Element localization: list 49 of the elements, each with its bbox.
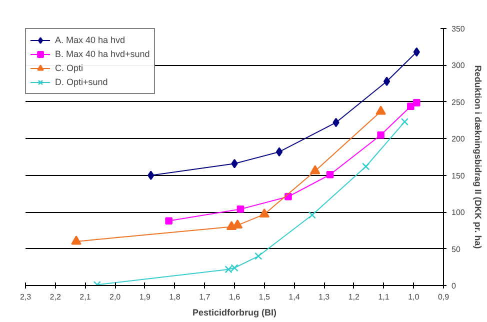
x-tick-label: 1,2	[348, 292, 360, 302]
point	[254, 252, 262, 260]
y-tick-label: 250	[452, 98, 466, 107]
x-tick-label: 1,8	[169, 292, 181, 302]
x-tick-label: 2,3	[20, 292, 32, 302]
y-tick-label: 0	[452, 282, 456, 290]
x-tick-label: 2,2	[50, 292, 62, 302]
y-tick-label: 300	[452, 61, 466, 70]
x-axis-title: Pesticidforbrug (BI)	[192, 308, 277, 318]
point	[362, 162, 370, 170]
x-tick-label: 2,0	[110, 292, 122, 302]
x-tick-label: 1,9	[139, 292, 152, 302]
point	[71, 236, 82, 245]
point	[310, 165, 320, 174]
y-tick-label: 150	[452, 171, 466, 180]
x-tick-label: 1,3	[318, 292, 330, 302]
x-tick-label: 1,6	[228, 292, 241, 302]
y-tick-label: 100	[452, 208, 466, 218]
legend-label: C. Opti	[55, 62, 84, 75]
point	[332, 118, 340, 128]
point	[400, 118, 409, 126]
legend-label: A. Max 40 ha hvd	[55, 34, 126, 47]
point	[231, 158, 238, 168]
point	[276, 147, 283, 157]
point	[407, 102, 414, 110]
y-tick-label: 50	[452, 244, 461, 254]
point	[165, 217, 172, 225]
legend-label: D. Opti+sund	[55, 76, 108, 89]
y-tick-label: 350	[452, 24, 466, 34]
legend-label: B. Max 40 ha hvd+sund	[55, 48, 150, 61]
point	[376, 106, 386, 115]
point	[308, 211, 316, 219]
x-tick-label: 1,7	[199, 292, 211, 302]
x-tick-label: 1,5	[258, 292, 270, 302]
point	[383, 76, 390, 86]
x-tick-label: 1,0	[408, 292, 420, 302]
x-tick-label: 0,9	[438, 292, 450, 302]
point	[412, 99, 420, 106]
y-tick-label: 200	[452, 134, 466, 144]
point	[236, 205, 244, 213]
y-axis-title: Reduktion i dækningsbidrag II (DKK pr. ha)	[472, 65, 483, 249]
point	[377, 131, 384, 139]
x-tick-label: 2,1	[80, 292, 92, 302]
point	[413, 47, 420, 57]
x-tick-label: 1,1	[378, 292, 390, 302]
point	[148, 170, 154, 180]
x-tick-label: 1,4	[288, 292, 300, 302]
point	[326, 170, 334, 178]
point	[259, 208, 270, 218]
